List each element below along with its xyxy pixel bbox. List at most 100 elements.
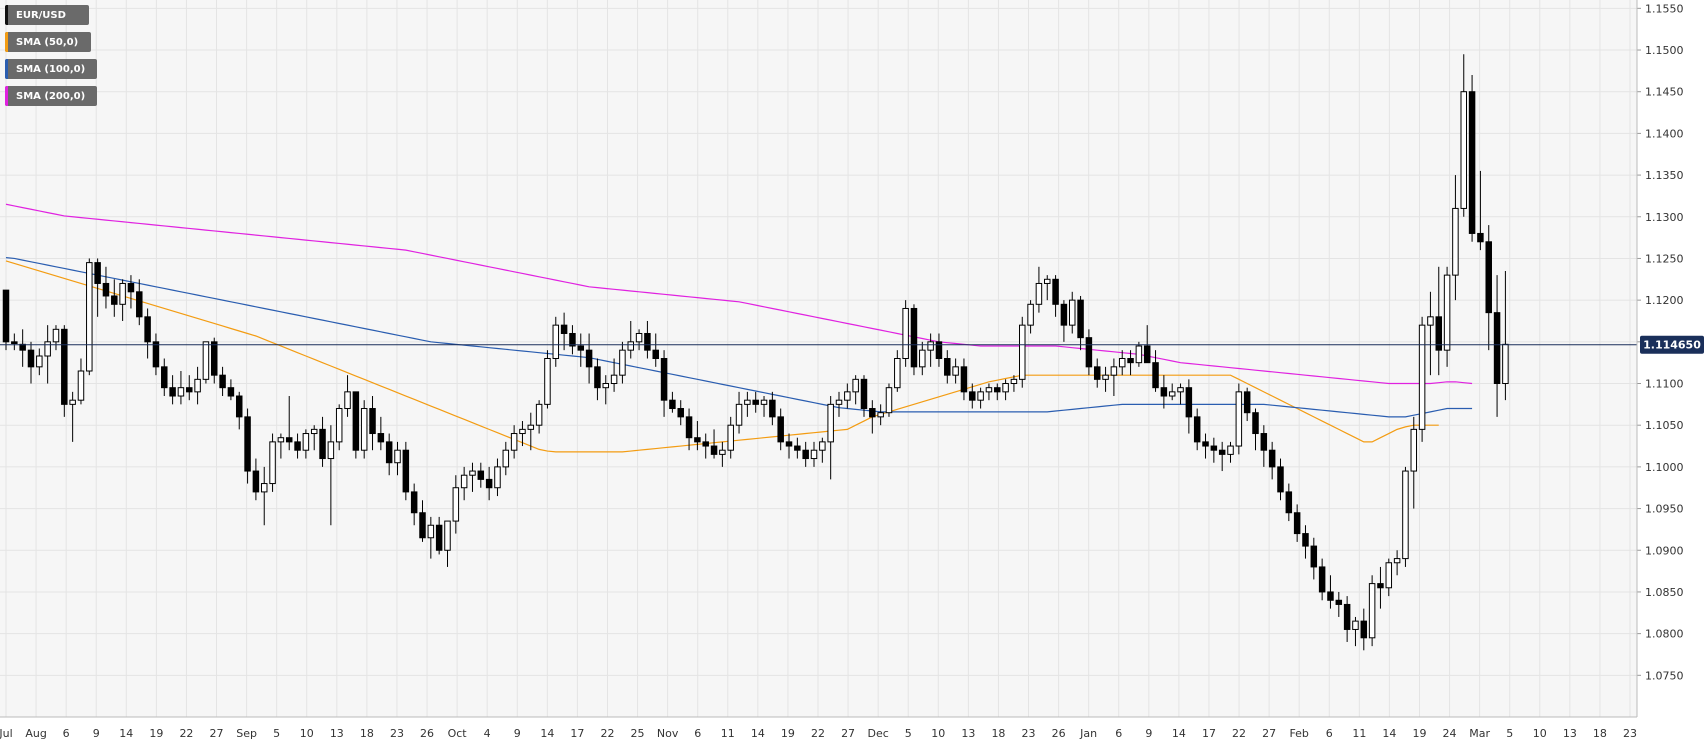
candle bbox=[1093, 366, 1101, 380]
x-tick-label: 17 bbox=[570, 727, 584, 740]
candle bbox=[1260, 433, 1268, 451]
candle bbox=[369, 408, 376, 435]
candle bbox=[985, 387, 993, 393]
candle bbox=[161, 366, 168, 389]
candle bbox=[69, 399, 76, 405]
legend-eurusd[interactable]: EUR/USD bbox=[5, 5, 89, 25]
candle bbox=[952, 366, 959, 376]
candle bbox=[1285, 491, 1293, 514]
candle bbox=[1310, 545, 1318, 568]
legend-sma-100[interactable]: SMA (100,0) bbox=[5, 59, 97, 79]
candle bbox=[285, 437, 293, 443]
candle bbox=[1127, 358, 1134, 364]
candle bbox=[1460, 91, 1467, 209]
price-tag: 1.114650 bbox=[1640, 335, 1704, 354]
x-tick-label: 14 bbox=[540, 727, 554, 740]
candle bbox=[1343, 603, 1351, 630]
candle bbox=[177, 387, 185, 397]
sma-lines bbox=[5, 203, 1473, 453]
candle bbox=[860, 378, 868, 410]
x-tick-label: 17 bbox=[1202, 727, 1216, 740]
price-tag-text: 1.114650 bbox=[1643, 339, 1701, 352]
candle bbox=[777, 416, 784, 443]
candle bbox=[644, 332, 651, 351]
candle bbox=[252, 470, 260, 493]
candle bbox=[1010, 378, 1018, 385]
y-tick-label: 1.0900 bbox=[1645, 544, 1684, 557]
candle bbox=[577, 345, 585, 351]
x-tick-label: 19 bbox=[1412, 727, 1426, 740]
candle bbox=[1402, 470, 1409, 560]
candle bbox=[310, 428, 318, 435]
x-tick-label: 22 bbox=[811, 727, 825, 740]
x-tick-label: 6 bbox=[1115, 727, 1122, 740]
candle bbox=[560, 324, 568, 334]
candle bbox=[794, 445, 801, 451]
x-tick-label: 5 bbox=[905, 727, 912, 740]
legend: EUR/USD SMA (50,0) SMA (100,0) SMA (200,… bbox=[5, 5, 97, 113]
candle bbox=[1360, 620, 1368, 639]
x-tick-label: 23 bbox=[1623, 727, 1637, 740]
y-tick-label: 1.1400 bbox=[1645, 127, 1684, 140]
candle bbox=[1202, 441, 1209, 447]
x-tick-label: Nov bbox=[657, 727, 679, 740]
legend-label: EUR/USD bbox=[16, 9, 66, 21]
candle bbox=[227, 387, 235, 397]
candle bbox=[1235, 391, 1243, 447]
candle bbox=[519, 428, 526, 435]
candle bbox=[544, 358, 551, 405]
candle bbox=[735, 403, 743, 426]
candle bbox=[1327, 591, 1334, 601]
x-tick-label: 9 bbox=[93, 727, 100, 740]
sma-series-0 bbox=[5, 260, 1439, 453]
legend-sma-50[interactable]: SMA (50,0) bbox=[5, 32, 91, 52]
x-tick-label: 22 bbox=[1232, 727, 1246, 740]
x-tick-label: Oct bbox=[448, 727, 468, 740]
candle bbox=[235, 395, 243, 418]
candle bbox=[510, 433, 518, 451]
candle bbox=[594, 366, 601, 389]
candle bbox=[1168, 391, 1176, 397]
candle bbox=[1477, 232, 1484, 243]
x-tick-label: 14 bbox=[751, 727, 765, 740]
y-tick-label: 1.1000 bbox=[1645, 461, 1684, 474]
candle bbox=[1227, 445, 1234, 455]
candle bbox=[244, 416, 251, 472]
candle bbox=[419, 512, 426, 539]
candle bbox=[186, 387, 193, 393]
candle bbox=[835, 399, 843, 405]
candle bbox=[277, 437, 285, 443]
y-tick-label: 1.1350 bbox=[1645, 169, 1684, 182]
candle bbox=[61, 328, 68, 405]
candle bbox=[635, 332, 643, 343]
x-tick-label: 10 bbox=[931, 727, 945, 740]
x-tick-label: 26 bbox=[1052, 727, 1066, 740]
candle bbox=[969, 391, 976, 401]
x-tick-label: 27 bbox=[210, 727, 224, 740]
x-tick-label: Jul bbox=[0, 727, 13, 740]
x-tick-label: 18 bbox=[991, 727, 1005, 740]
legend-label: SMA (50,0) bbox=[16, 36, 79, 48]
candle bbox=[1177, 387, 1184, 393]
y-tick-label: 1.0800 bbox=[1645, 628, 1684, 641]
candle bbox=[1060, 303, 1068, 326]
x-tick-label: 19 bbox=[781, 727, 795, 740]
x-tick-label: 23 bbox=[390, 727, 404, 740]
candle bbox=[1485, 241, 1492, 314]
y-tick-label: 1.0850 bbox=[1645, 586, 1684, 599]
candle bbox=[102, 282, 110, 297]
candle bbox=[460, 474, 468, 489]
x-tick-label: 22 bbox=[179, 727, 193, 740]
candle bbox=[302, 433, 310, 451]
candle bbox=[11, 341, 18, 344]
candle bbox=[444, 520, 451, 551]
candle bbox=[202, 341, 210, 380]
x-tick-label: 6 bbox=[63, 727, 70, 740]
legend-sma-200[interactable]: SMA (200,0) bbox=[5, 86, 97, 106]
candle bbox=[1377, 583, 1384, 589]
candle bbox=[785, 441, 793, 447]
candle bbox=[1368, 583, 1376, 639]
candle bbox=[994, 387, 1001, 393]
candle bbox=[1493, 312, 1501, 385]
